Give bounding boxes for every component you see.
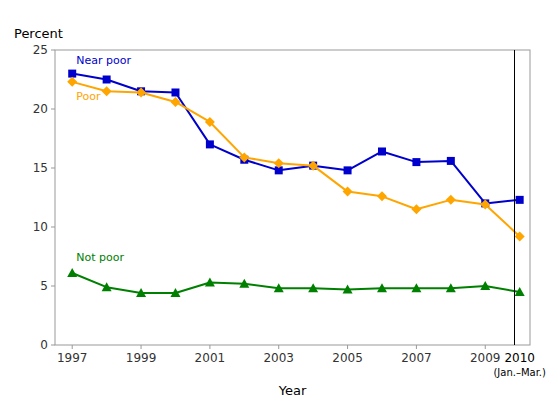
data-point [344, 166, 352, 174]
data-point [446, 195, 456, 205]
data-point [103, 76, 111, 84]
data-point [136, 288, 146, 297]
x-axis-label: Year [278, 383, 307, 398]
data-point [206, 140, 214, 148]
data-point [411, 283, 421, 292]
data-point [343, 187, 353, 197]
data-point [343, 285, 353, 294]
x-tick-label: 1997 [57, 351, 88, 365]
data-point [377, 191, 387, 201]
y-tick-label: 0 [40, 338, 48, 352]
series-line [72, 82, 519, 237]
data-point [170, 288, 180, 297]
x-tick-label: 1999 [126, 351, 157, 365]
x-tick-label: 2001 [195, 351, 226, 365]
y-axis: 0 5 10 15 20 25 [33, 43, 55, 352]
x-tick-label: 2003 [263, 351, 294, 365]
data-point [67, 77, 77, 87]
data-point [170, 97, 180, 107]
data-point [136, 87, 146, 97]
y-tick-label: 10 [33, 220, 48, 234]
data-point [102, 86, 112, 96]
x-tick [278, 345, 279, 349]
data-point [411, 204, 421, 214]
data-point [239, 279, 249, 288]
y-tick [51, 345, 55, 346]
data-point [171, 88, 179, 96]
x-tick [141, 345, 142, 349]
y-tick-label: 25 [33, 43, 48, 57]
chart: 0 5 10 15 20 25 1997 1999 2001 2003 2005 2007 2009 Pe… [0, 0, 560, 420]
data-point [68, 70, 76, 78]
data-point [480, 281, 490, 290]
y-tick-label: 5 [40, 279, 48, 293]
data-point [205, 117, 215, 127]
annotation: (Jan.–Mar.) [493, 367, 546, 378]
data-point [308, 283, 318, 292]
divider-line [514, 50, 515, 345]
data-point [239, 152, 249, 162]
plot-area [67, 70, 524, 297]
data-point [446, 283, 456, 292]
x-axis: 1997 1999 2001 2003 2005 2007 2009 [57, 345, 501, 365]
x-tick-label: 2009 [470, 351, 501, 365]
series-line [72, 273, 519, 293]
y-tick [51, 227, 55, 228]
y-axis-label: Percent [14, 26, 63, 41]
data-point [480, 200, 490, 210]
data-point [205, 277, 215, 286]
data-point [377, 283, 387, 292]
y-tick [51, 286, 55, 287]
y-tick-label: 20 [33, 102, 48, 116]
y-tick [51, 50, 55, 51]
data-point [102, 282, 112, 291]
series-label: Near poor [76, 54, 131, 67]
data-point [515, 287, 525, 296]
data-point [412, 158, 420, 166]
series-label: Poor [76, 90, 101, 103]
data-point [378, 147, 386, 155]
y-tick [51, 109, 55, 110]
data-point [308, 161, 318, 171]
y-tick [51, 168, 55, 169]
data-point [516, 196, 524, 204]
data-point [447, 157, 455, 165]
y-tick-label: 15 [33, 161, 48, 175]
x-tick [485, 345, 486, 349]
annotation: 2010 [504, 351, 535, 365]
x-tick [347, 345, 348, 349]
plot-frame [55, 50, 530, 345]
data-point [515, 231, 525, 241]
x-tick [416, 345, 417, 349]
x-tick [72, 345, 73, 349]
data-point [274, 158, 284, 168]
x-tick [209, 345, 210, 349]
data-point [67, 268, 77, 277]
data-point [274, 283, 284, 292]
series-label: Not poor [76, 251, 124, 264]
x-tick-label: 2007 [401, 351, 432, 365]
x-tick-label: 2005 [332, 351, 363, 365]
series-line [72, 74, 519, 204]
